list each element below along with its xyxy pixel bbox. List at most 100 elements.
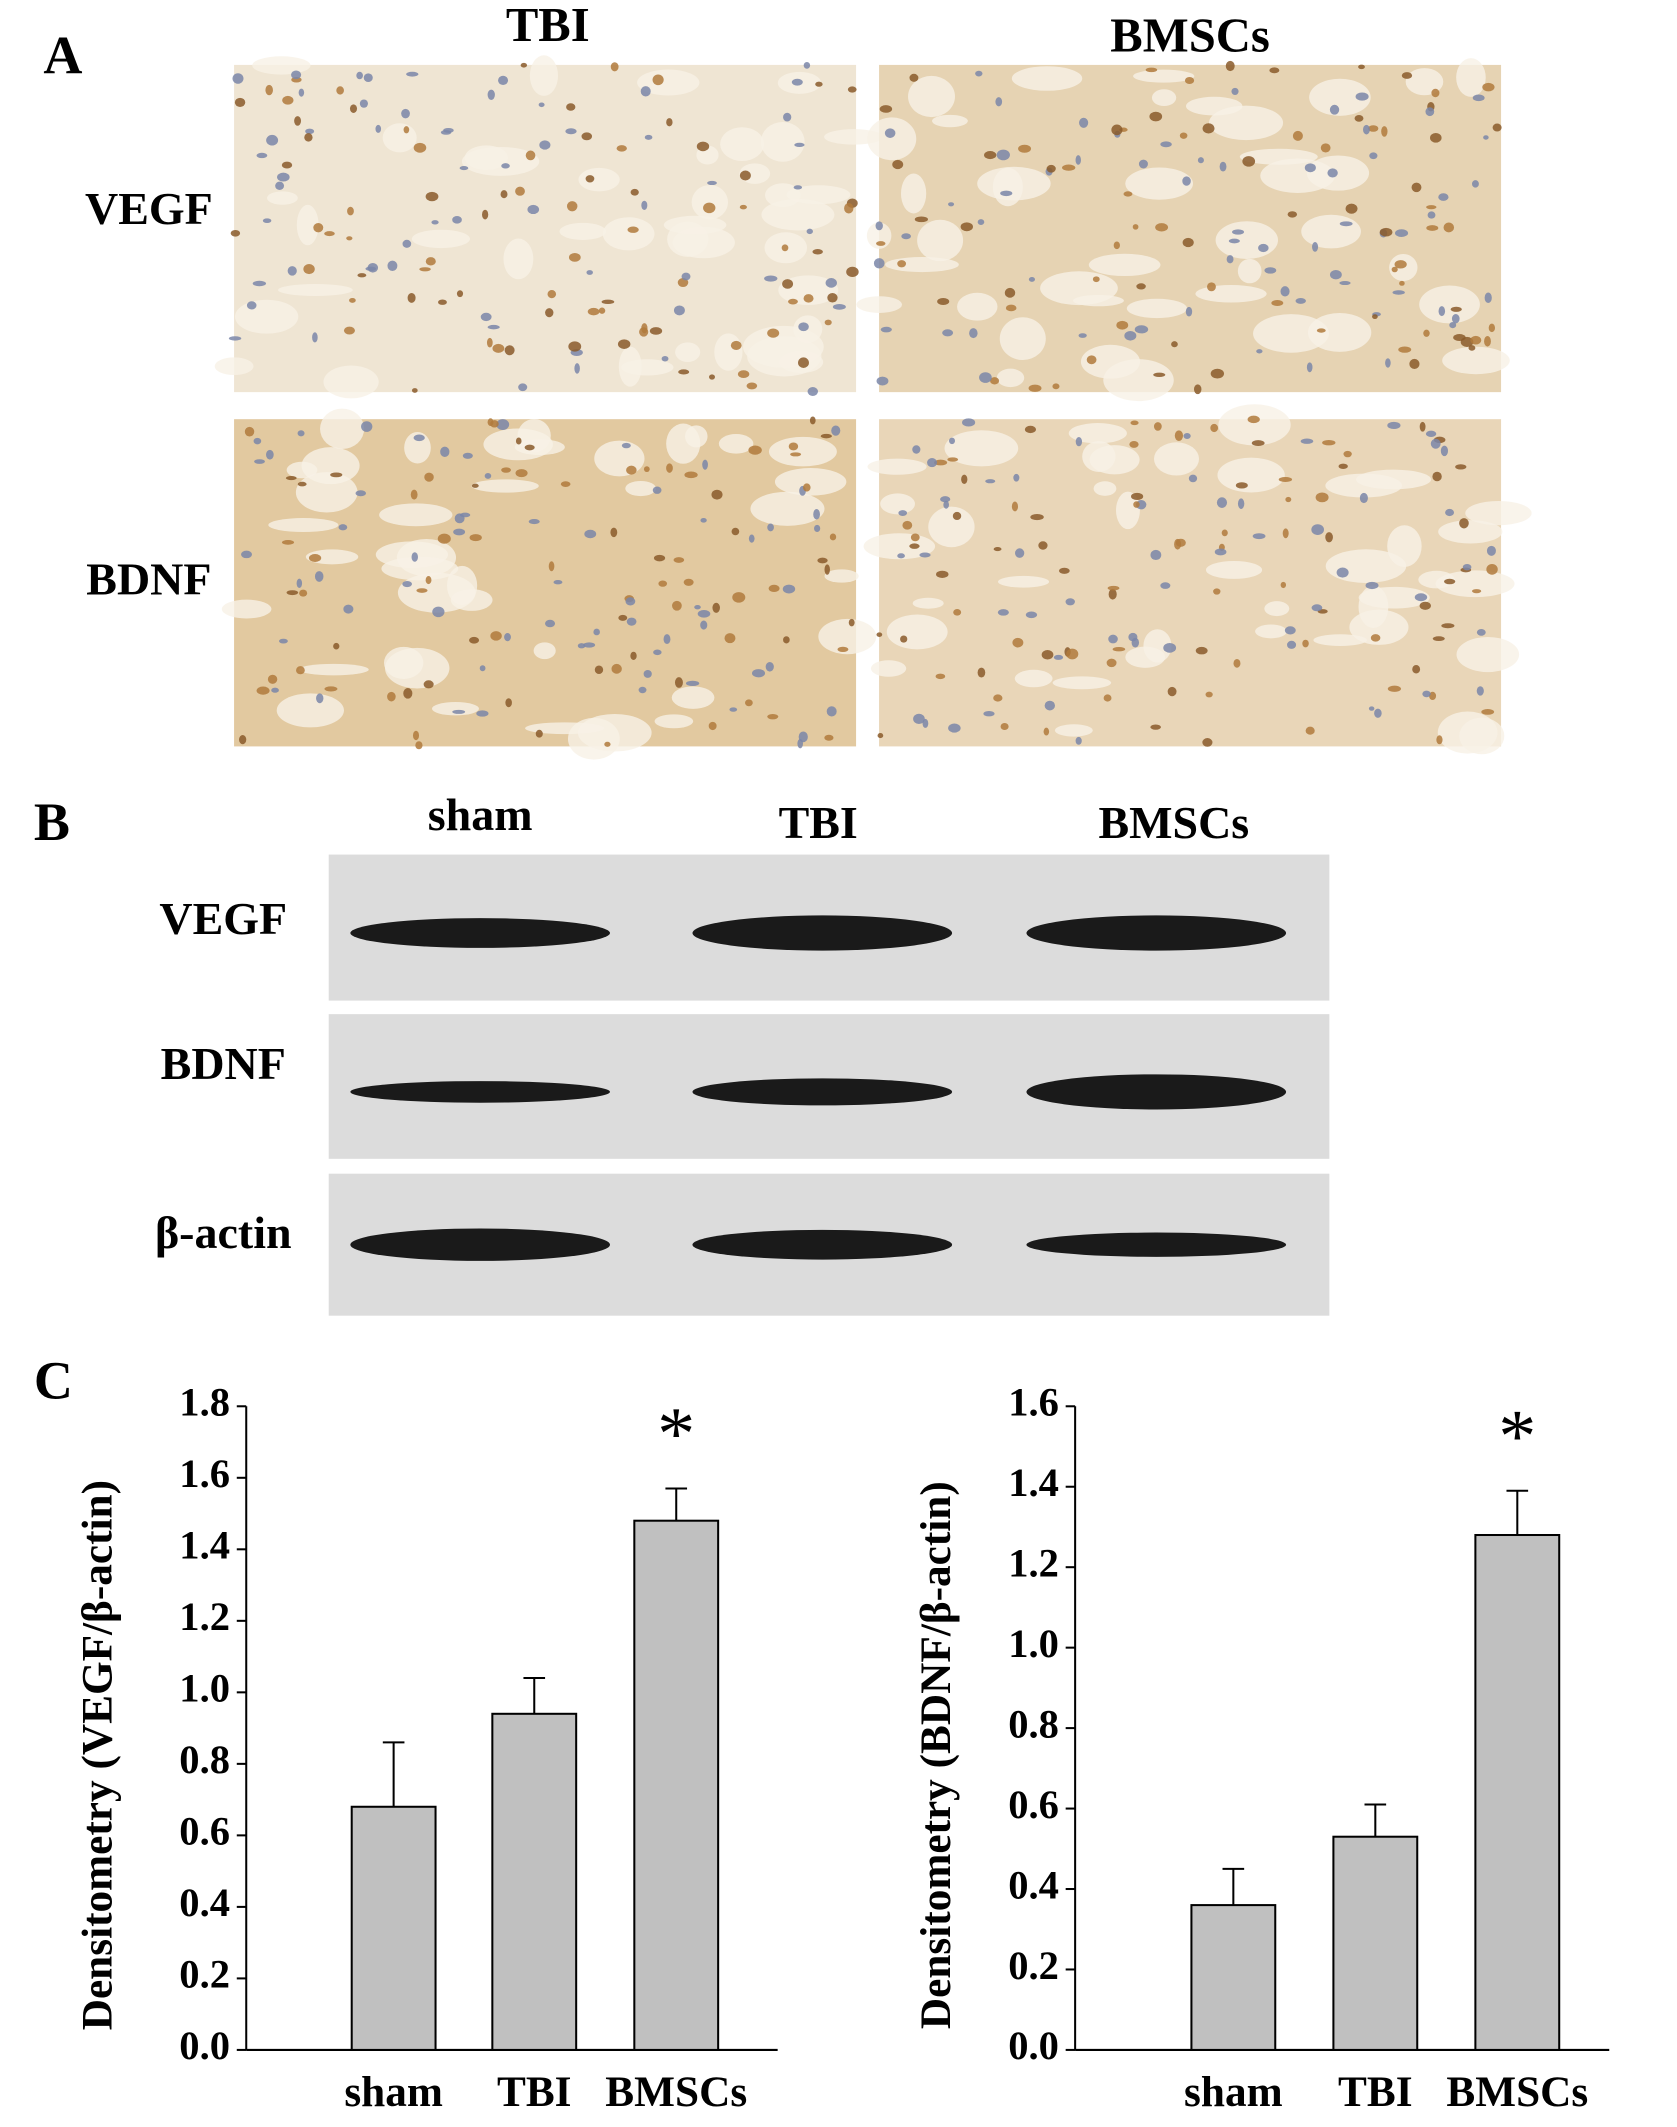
cell <box>1392 290 1405 295</box>
tissue-void <box>381 556 459 581</box>
cell <box>793 185 803 190</box>
tissue-void <box>1456 58 1486 97</box>
cell <box>1422 690 1431 698</box>
cell <box>767 328 780 338</box>
cell <box>952 511 962 521</box>
tissue-void <box>1151 89 1177 107</box>
cell <box>492 343 505 353</box>
cell <box>347 206 354 216</box>
cell <box>1214 548 1227 556</box>
cell <box>515 469 528 478</box>
cell <box>425 191 439 202</box>
cell <box>678 369 690 375</box>
tissue-void <box>1438 520 1503 544</box>
cell <box>303 264 315 275</box>
cell <box>947 457 959 462</box>
cell <box>1025 611 1038 619</box>
x-tick-label: sham <box>1184 2068 1283 2116</box>
cell <box>1134 325 1149 334</box>
cell <box>732 592 746 603</box>
cell <box>304 133 313 142</box>
cell <box>626 465 637 475</box>
cell <box>1322 439 1336 446</box>
y-tick-label: 0.0 <box>1008 2023 1059 2068</box>
cell <box>469 636 480 644</box>
cell <box>1430 133 1442 143</box>
cell <box>1041 649 1054 660</box>
cell <box>299 589 308 597</box>
cell <box>375 124 382 133</box>
x-tick-label: BMSCs <box>1446 2068 1588 2116</box>
cell <box>1231 87 1239 95</box>
cell <box>253 437 262 445</box>
y-tick-label: 1.2 <box>1008 1541 1059 1586</box>
cell <box>1436 735 1443 745</box>
cell <box>1315 492 1329 503</box>
cell <box>977 667 986 678</box>
cell <box>528 519 540 525</box>
cell <box>1107 585 1120 591</box>
cell <box>1426 205 1437 210</box>
tissue-void <box>1014 669 1053 688</box>
cell <box>244 426 255 437</box>
cell <box>1075 736 1082 745</box>
cell <box>897 553 905 559</box>
tissue-void <box>379 503 453 527</box>
tissue-void <box>1052 676 1112 690</box>
cell <box>411 552 418 562</box>
cell <box>644 134 653 140</box>
cell <box>501 467 511 473</box>
tissue-void <box>278 283 353 297</box>
tissue-void <box>1080 344 1141 379</box>
cell <box>1235 482 1248 489</box>
cell <box>1412 665 1421 674</box>
y-tick-label: 1.2 <box>179 1594 230 1639</box>
cell <box>424 472 434 482</box>
cell <box>1482 82 1495 92</box>
bar <box>491 1712 578 2051</box>
cell <box>1387 421 1401 430</box>
cell <box>685 680 700 686</box>
cell <box>1052 383 1060 390</box>
cell <box>568 341 582 352</box>
cell <box>748 534 755 543</box>
cell <box>1430 438 1441 449</box>
tissue-void <box>602 217 655 251</box>
panel-label: C <box>34 1350 73 1410</box>
cell <box>1304 163 1316 173</box>
cell <box>500 190 508 199</box>
cell <box>415 741 423 750</box>
cell <box>256 686 270 695</box>
tissue-void <box>1313 634 1367 646</box>
cell <box>724 633 736 644</box>
cell <box>977 219 985 225</box>
cell <box>824 564 830 575</box>
cell <box>831 425 841 436</box>
cell <box>847 86 857 93</box>
cell <box>610 62 619 72</box>
cell <box>581 132 593 141</box>
cell <box>794 142 805 147</box>
tissue-void <box>663 215 727 235</box>
cell <box>616 145 627 152</box>
cell <box>626 617 637 626</box>
cell <box>825 278 837 288</box>
tissue-void <box>214 357 254 376</box>
cell <box>844 202 854 214</box>
cell <box>1202 738 1213 747</box>
cell <box>900 635 908 643</box>
cell <box>1471 180 1479 188</box>
tissue-void <box>276 693 344 728</box>
cell <box>902 520 913 530</box>
cell <box>730 340 742 350</box>
cell <box>1339 221 1353 227</box>
lane-label: TBI <box>779 797 858 848</box>
cell <box>815 81 823 87</box>
cell <box>1106 658 1117 668</box>
cell <box>1287 211 1298 218</box>
cell <box>1295 297 1306 304</box>
cell <box>1369 152 1378 160</box>
cell <box>346 236 353 241</box>
cell <box>1445 508 1455 517</box>
cell <box>252 280 267 287</box>
